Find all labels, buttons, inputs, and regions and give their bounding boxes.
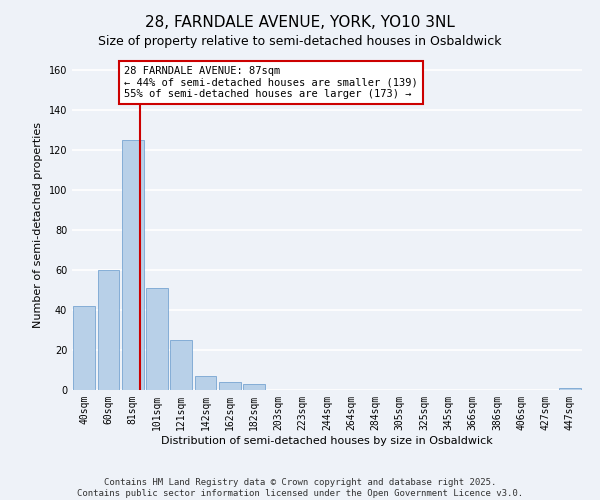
Bar (219, 382, 241, 390)
Bar (97, 270, 119, 390)
Bar (243, 384, 265, 390)
Y-axis label: Number of semi-detached properties: Number of semi-detached properties (33, 122, 43, 328)
Text: 28 FARNDALE AVENUE: 87sqm
← 44% of semi-detached houses are smaller (139)
55% of: 28 FARNDALE AVENUE: 87sqm ← 44% of semi-… (124, 66, 418, 99)
Bar (146, 288, 168, 390)
Text: Contains HM Land Registry data © Crown copyright and database right 2025.
Contai: Contains HM Land Registry data © Crown c… (77, 478, 523, 498)
Bar (194, 376, 217, 390)
Bar (73, 306, 95, 390)
X-axis label: Distribution of semi-detached houses by size in Osbaldwick: Distribution of semi-detached houses by … (161, 436, 493, 446)
Bar (122, 140, 143, 390)
Bar (170, 340, 192, 390)
Bar (559, 388, 581, 390)
Text: 28, FARNDALE AVENUE, YORK, YO10 3NL: 28, FARNDALE AVENUE, YORK, YO10 3NL (145, 15, 455, 30)
Text: Size of property relative to semi-detached houses in Osbaldwick: Size of property relative to semi-detach… (98, 35, 502, 48)
